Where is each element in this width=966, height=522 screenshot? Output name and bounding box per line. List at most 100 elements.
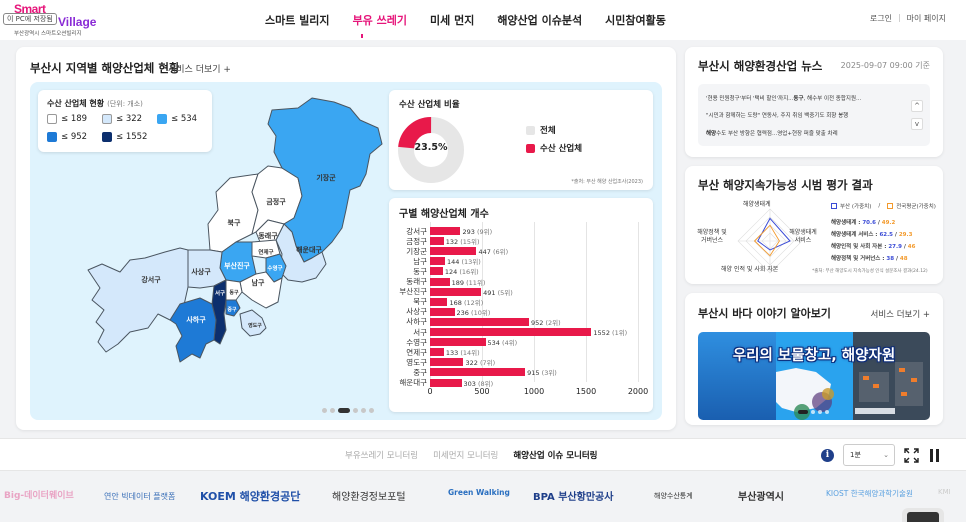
bar-row: 동구 124 (16위) <box>389 266 653 277</box>
eval-source: *출처: 부산 해양도시 지속가능성 인식 설문조사 결과(24.12) <box>812 269 928 274</box>
news-date: 2025-09-07 09:00 기준 <box>840 61 930 70</box>
login-link[interactable]: 로그인 <box>869 14 892 23</box>
district-saha <box>169 297 217 363</box>
carousel-dot[interactable] <box>361 408 366 413</box>
bar <box>430 267 443 276</box>
ratio-chart-card: 수산 산업체 비율 23.5% 전체 수산 산업체 *출처: 부산 해양 산업조… <box>389 90 653 190</box>
bar-row: 강서구 293 (9위) <box>389 226 653 237</box>
nav-fine-dust[interactable]: 미세 먼지 <box>430 14 475 27</box>
map-label-dong: 동구 <box>229 289 239 296</box>
x-tick: 0 <box>427 387 433 396</box>
bar <box>430 358 464 367</box>
bar-title: 구별 해양산업체 개수 <box>399 209 489 220</box>
partner-bpa[interactable]: BPA 부산항만공사 <box>533 492 614 503</box>
banner-dot[interactable] <box>825 410 829 414</box>
district-count-chart-card: 구별 해양산업체 개수 강서구 293 (9위) 금정구 132 (15위) 기장군 44… <box>389 198 653 412</box>
carousel-dot[interactable] <box>353 408 358 413</box>
bar-row: 금정구 132 (15위) <box>389 236 653 247</box>
legend-swatch <box>526 125 535 135</box>
story-banner[interactable]: 우리의 보물창고, 해양자원 <box>698 332 930 420</box>
bar-label: 부산진구 <box>399 287 427 297</box>
legend-slash: / <box>878 203 881 209</box>
bar-row: 중구 915 (3위) <box>389 367 653 378</box>
nav-citizen-activity[interactable]: 시민참여활동 <box>605 14 666 27</box>
legend-title: 수산 산업체 현황 (단위: 개소) <box>47 98 143 109</box>
partner-koem[interactable]: KOEM 해양환경공단 <box>200 490 301 503</box>
news-down-button[interactable]: v <box>911 118 923 130</box>
district-buk <box>207 173 259 253</box>
nav-floating-waste[interactable]: 부유 쓰레기 <box>352 14 407 27</box>
tab-waste-monitoring[interactable]: 부유쓰레기 모니터링 <box>345 451 419 461</box>
partner-kmi[interactable]: KMI <box>938 488 951 496</box>
sustainability-eval-card: 부산 해양지속가능성 시범 평가 결과 해양생태계 해양생태계 서비스 해양 인… <box>685 166 943 284</box>
bar-row: 서구 1552 (1위) <box>389 327 653 338</box>
partner-busan-city[interactable]: 부산광역시 <box>738 492 784 503</box>
site-header: Smart Village 부산광역시 스마트오션빌리지 이 PC에 저장됨 스… <box>0 0 966 40</box>
mypage-link[interactable]: 마이 페이지 <box>906 14 946 23</box>
bar <box>430 297 448 306</box>
top-links: 로그인 | 마이 페이지 <box>870 13 946 24</box>
monitoring-bar: 부유쓰레기 모니터링 미세먼지 모니터링 해양산업 이슈 모니터링 i 1분 ⌄ <box>0 438 966 471</box>
section-title: 부산시 지역별 해양산업체 현황 <box>30 61 180 75</box>
interval-value: 1분 <box>850 451 861 459</box>
tab-dust-monitoring[interactable]: 미세먼지 모니터링 <box>433 451 499 461</box>
partner-kiost[interactable]: KIOST 한국해양과학기술원 <box>826 489 913 498</box>
map-label-yeongdo: 영도구 <box>248 322 262 329</box>
bar-row: 사하구 952 (2위) <box>389 317 653 327</box>
bar-label: 남구 <box>413 256 427 266</box>
service-more-link[interactable]: 서비스 더보기 + <box>168 65 231 75</box>
legend-label: 전체 <box>540 126 556 136</box>
partner-coastal-bigdata[interactable]: 연안 빅데이터 플랫폼 <box>104 492 176 501</box>
carousel-dot-active[interactable] <box>338 408 350 413</box>
bar-value: 168 (12위) <box>449 298 484 307</box>
legend-item-322: ≤ 322 <box>102 114 142 124</box>
bar-row: 북구 168 (12위) <box>389 297 653 307</box>
bar-row: 동래구 189 (11위) <box>389 277 653 287</box>
eval-row-ecosystem: 해양생태계 : 70.6 / 49.2 <box>831 220 896 226</box>
bar <box>430 348 444 357</box>
story-more-link[interactable]: 서비스 더보기 + <box>870 310 930 320</box>
bar-row: 사상구 236 (10위) <box>389 307 653 317</box>
gridline <box>534 222 535 382</box>
partner-marine-env-portal[interactable]: 해양환경정보포털 <box>332 492 406 503</box>
pause-icon[interactable] <box>930 449 940 462</box>
info-icon[interactable]: i <box>821 449 834 462</box>
bar-label: 영도구 <box>406 357 427 367</box>
interval-select[interactable]: 1분 ⌄ <box>843 444 895 466</box>
bar-label: 해운대구 <box>399 378 427 387</box>
map-label-seo: 서구 <box>215 289 225 297</box>
fullscreen-icon[interactable] <box>904 448 919 463</box>
carousel-dot[interactable] <box>369 408 374 413</box>
site-logo[interactable]: Smart Village 부산광역시 스마트오션빌리지 이 PC에 저장됨 <box>3 2 98 37</box>
scroll-top-button[interactable] <box>902 508 944 522</box>
news-item[interactable]: 해양수도 부산 방향은 협력점...영업+현장 퍼즐 맞출 차례 <box>706 131 838 137</box>
district-gangseo <box>87 247 189 353</box>
banner-dot[interactable] <box>818 410 822 414</box>
radar-label-ecosystem-service: 해양생태계 서비스 <box>789 229 817 244</box>
news-item[interactable]: "시민과 함께하는 도량" 연동사, 주지 취임 백중기도 회향 봉행 <box>706 113 849 119</box>
partner-fisheries-stats[interactable]: 해양수산통계 <box>654 492 693 500</box>
nav-marine-issue[interactable]: 해양산업 이슈분석 <box>497 14 583 27</box>
partner-logos: Big-데이터웨이브 연안 빅데이터 플랫폼 KOEM 해양환경공단 해양환경정… <box>0 478 966 520</box>
bar-label: 기장군 <box>406 246 427 256</box>
eval-legend: 부산 (가중치) / 전국평균(가중치) <box>831 202 936 210</box>
legend-item-952: ≤ 952 <box>47 132 87 142</box>
x-tick: 500 <box>474 387 490 396</box>
banner-dot[interactable] <box>811 410 815 414</box>
monitoring-tabs: 부유쓰레기 모니터링 미세먼지 모니터링 해양산업 이슈 모니터링 <box>345 449 597 461</box>
bar-row: 기장군 447 (6위) <box>389 246 653 257</box>
bar-value: 132 (15위) <box>445 238 480 247</box>
map-label-sasang: 사상구 <box>191 267 211 276</box>
partner-green-walking[interactable]: Green Walking <box>448 488 510 497</box>
news-item[interactable]: '현용 민원청구'부터 '택비 할인'까지...동구, 해수부 이전 종합지원.… <box>706 96 862 102</box>
carousel-dot[interactable] <box>322 408 327 413</box>
tab-marine-issue-monitoring[interactable]: 해양산업 이슈 모니터링 <box>513 451 598 461</box>
carousel-dot[interactable] <box>330 408 335 413</box>
news-up-button[interactable]: ^ <box>911 100 923 112</box>
banner-headline: 우리의 보물창고, 해양자원 <box>732 348 896 364</box>
bar-label: 강서구 <box>406 226 427 236</box>
nav-smart-village[interactable]: 스마트 빌리지 <box>265 14 330 27</box>
partner-bigdata-wave[interactable]: Big-데이터웨이브 <box>4 491 74 501</box>
radar-chart <box>737 208 803 274</box>
banner-dot-active[interactable] <box>798 410 808 414</box>
